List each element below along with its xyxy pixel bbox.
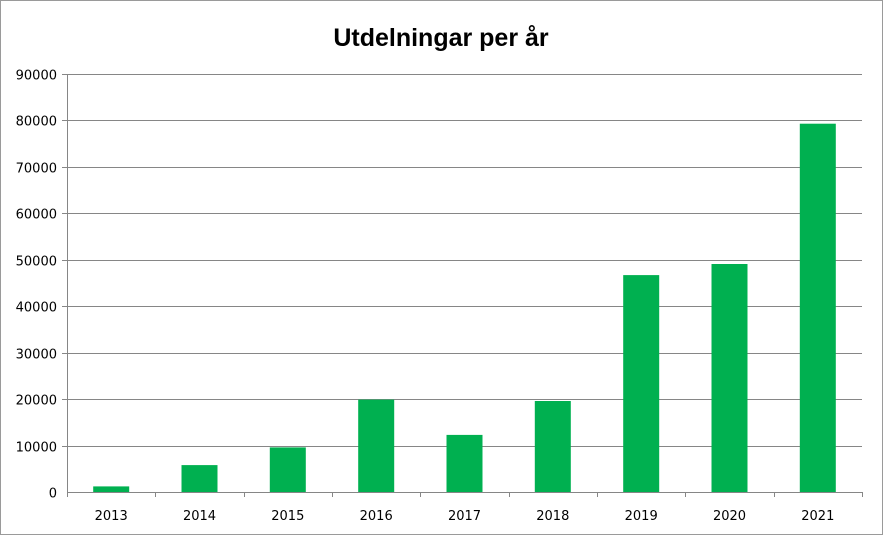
x-tick-label: 2015 [271,509,304,524]
y-axis-tick-labels: 0 10000 20000 30000 40000 50000 60000 70000 8000… [16,69,57,502]
y-tick-label: 70000 [16,162,57,177]
bar-2013 [93,486,130,492]
bar-2019 [623,275,660,492]
bar-2017 [446,434,483,492]
bar-2014 [181,465,218,492]
x-axis-tick-labels: 2013 2014 2015 2016 2017 2018 2019 2020 2021 [95,509,835,524]
y-tick-label: 0 [49,487,57,502]
chart-title: Utdelningar per år [333,24,549,52]
y-tick-label: 80000 [16,115,57,130]
bar-2016 [358,399,395,492]
bar-2015 [269,447,306,492]
y-tick-label: 50000 [16,255,57,270]
bars [93,123,836,492]
y-tick-label: 60000 [16,208,57,223]
x-tick-label: 2021 [801,509,834,524]
x-tick-label: 2019 [625,509,658,524]
bar-2021 [799,123,836,492]
y-tick-label: 30000 [16,348,57,363]
x-axis [67,74,863,497]
x-tick-label: 2018 [536,509,569,524]
y-tick-label: 40000 [16,301,57,316]
bar-2018 [534,401,571,492]
x-tick-label: 2014 [183,509,216,524]
x-tick-label: 2020 [713,509,746,524]
gridlines [62,74,862,447]
y-tick-label: 10000 [16,441,57,456]
bar-2020 [711,264,748,492]
x-tick-label: 2017 [448,509,481,524]
y-tick-label: 20000 [16,394,57,409]
x-tick-label: 2016 [360,509,393,524]
x-tick-label: 2013 [95,509,128,524]
y-tick-label: 90000 [16,69,57,84]
